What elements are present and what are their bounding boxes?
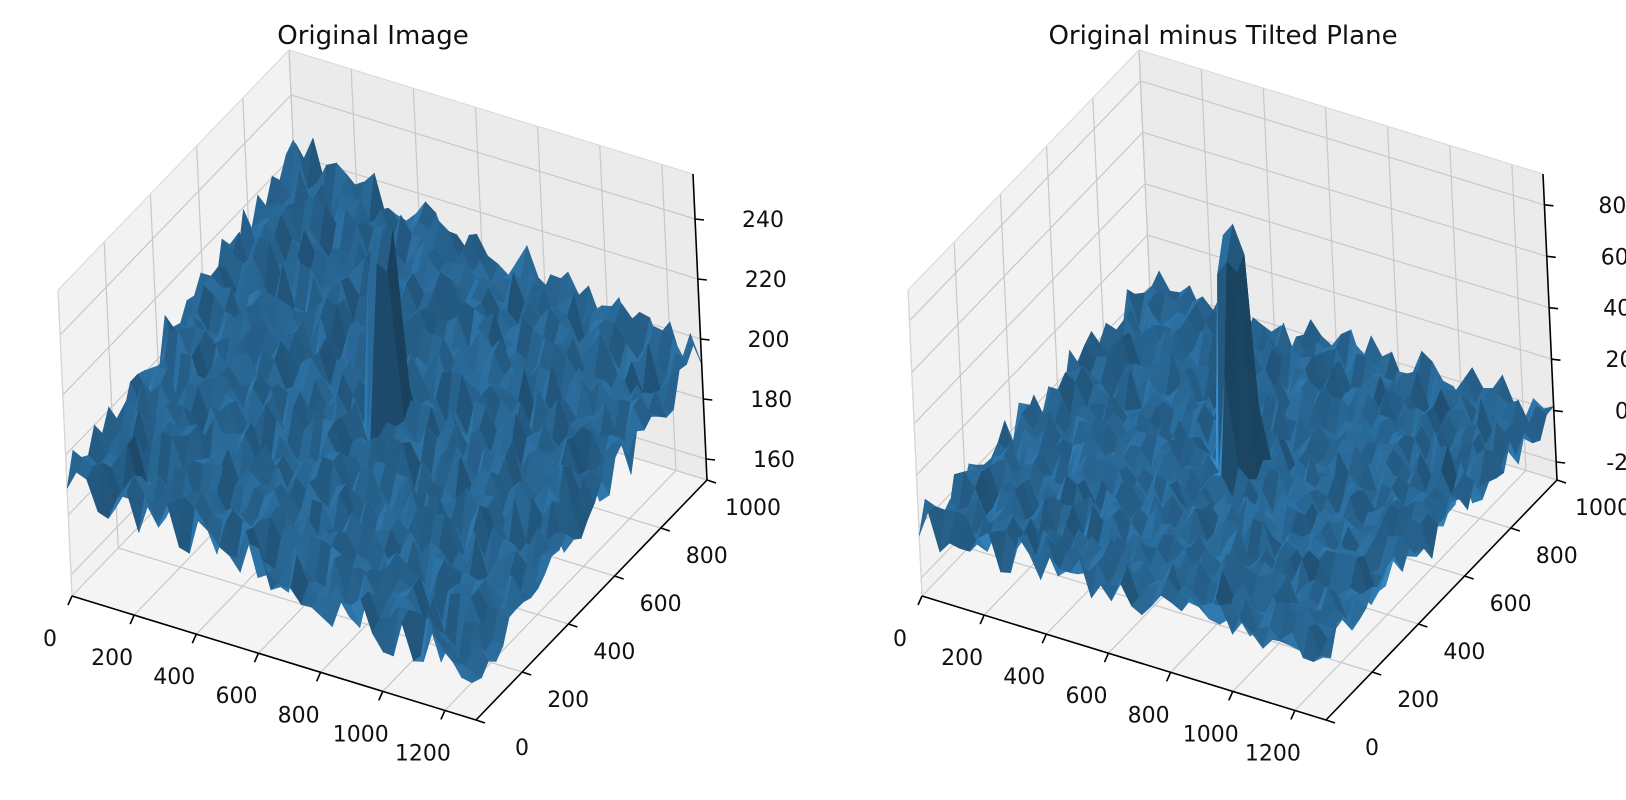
x-tick <box>1165 671 1172 682</box>
y-tick <box>1371 671 1382 676</box>
x-tick-label: 0 <box>43 627 57 652</box>
z-tick-label: 240 <box>742 208 784 233</box>
x-tick-label: 1000 <box>1183 722 1239 747</box>
z-gridline <box>911 131 1547 373</box>
x-tick <box>129 614 135 625</box>
y-tick-label: 0 <box>515 736 529 761</box>
surface-patch <box>463 664 483 684</box>
x-tick-label: 1000 <box>333 722 389 747</box>
y-tick-label: 400 <box>1443 640 1485 665</box>
x-tick-label: 1200 <box>1245 741 1301 766</box>
z-tick <box>1546 255 1556 259</box>
y-tick-label: 1000 <box>1575 496 1626 521</box>
z-tick-label: 180 <box>750 388 792 413</box>
y-tick <box>1510 527 1521 532</box>
z-tick <box>697 278 707 281</box>
z-tick <box>694 218 705 221</box>
x-tick-label: 400 <box>1003 665 1045 690</box>
x-tick-label: 800 <box>278 703 320 728</box>
y-tick <box>1556 479 1567 484</box>
left-pane <box>908 50 1153 596</box>
surface <box>66 138 702 684</box>
z-tick-label: 80 <box>1598 194 1626 219</box>
z-gridline <box>916 234 1552 476</box>
x-tick <box>315 671 322 682</box>
x-tick-label: 200 <box>941 646 983 671</box>
z-tick-label: 0 <box>1615 400 1626 425</box>
x-tick-label: 800 <box>1128 703 1170 728</box>
x-axis-line <box>71 595 477 721</box>
z-tick <box>1553 409 1563 413</box>
chart-title: Original Image <box>277 21 468 51</box>
y-tick <box>660 527 671 532</box>
x-tick <box>1103 652 1110 663</box>
x-tick-label: 0 <box>893 627 907 652</box>
z-gridline <box>59 94 696 336</box>
surface-patch <box>1313 655 1331 662</box>
z-tick-label: 40 <box>1603 297 1626 322</box>
z-tick-label: 220 <box>745 268 787 293</box>
y-tick <box>614 575 624 580</box>
y-tick-label: 1000 <box>725 496 781 521</box>
y-tick <box>1325 719 1336 724</box>
x-tick-label: 600 <box>215 684 257 709</box>
y-axis-line <box>475 479 708 721</box>
y-tick-label: 0 <box>1365 736 1379 761</box>
y-tick-label: 400 <box>593 640 635 665</box>
z-tick <box>705 458 716 461</box>
y-tick <box>1418 623 1428 628</box>
y-axis-line <box>1325 479 1558 721</box>
x-tick <box>67 595 73 606</box>
x-tick-label: 200 <box>91 646 133 671</box>
x-tick <box>979 614 985 625</box>
y-tick <box>706 479 717 484</box>
x-tick <box>440 710 446 720</box>
z-tick-label: 20 <box>1605 348 1626 373</box>
y-tick-label: 600 <box>640 592 682 617</box>
x-tick-label: 600 <box>1065 684 1107 709</box>
x-tick <box>378 691 384 701</box>
x-tick <box>917 595 923 606</box>
z-tick <box>703 398 713 401</box>
z-tick-label: 160 <box>753 448 795 473</box>
z-gridline <box>913 183 1550 425</box>
axes <box>917 173 1567 724</box>
z-tick <box>1551 358 1561 361</box>
y-tick-label: 800 <box>686 544 728 569</box>
y-tick <box>568 623 578 628</box>
z-tick-label: 200 <box>748 328 790 353</box>
y-tick <box>521 671 532 676</box>
z-axis-line <box>1542 173 1558 481</box>
z-tick <box>1549 306 1559 310</box>
x-axis-line <box>921 595 1327 721</box>
y-tick <box>475 719 486 724</box>
x-tick <box>1290 710 1296 720</box>
z-tick-label: 60 <box>1601 245 1626 270</box>
z-axis-line <box>692 173 708 481</box>
y-tick-label: 800 <box>1536 544 1578 569</box>
y-tick-label: 600 <box>1490 592 1532 617</box>
z-tick-label: -20 <box>1606 451 1626 476</box>
x-tick <box>1041 633 1048 644</box>
surface <box>918 223 1555 663</box>
chart-title: Original minus Tilted Plane <box>1048 21 1397 51</box>
z-tick <box>700 338 710 341</box>
x-tick <box>191 633 198 644</box>
x-tick <box>253 652 260 663</box>
y-tick-label: 200 <box>1397 688 1439 713</box>
x-tick-label: 400 <box>153 665 195 690</box>
y-tick-label: 200 <box>547 688 589 713</box>
z-tick <box>1544 204 1554 207</box>
x-tick <box>1228 691 1234 701</box>
z-tick <box>1556 461 1566 464</box>
z-gridline <box>908 80 1545 322</box>
y-tick <box>1464 575 1474 580</box>
axes <box>67 173 717 724</box>
x-tick-label: 1200 <box>395 741 451 766</box>
